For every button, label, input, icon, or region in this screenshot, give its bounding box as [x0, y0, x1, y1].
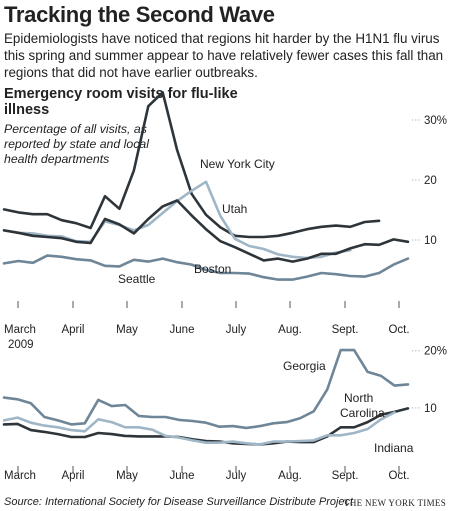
x-tick-label-1-4: July: [226, 470, 247, 482]
y-tick-label-1-0: 10: [424, 403, 437, 415]
x-tick-label-1-2: May: [116, 470, 138, 482]
x-tick-label-1-1: April: [61, 470, 84, 482]
x-tick-label-1-7: Oct.: [388, 470, 409, 482]
series-label-utah: Utah: [222, 202, 247, 216]
x-tick-label-0-0: March: [4, 324, 36, 336]
x-tick-label-0-7: Oct.: [388, 324, 409, 336]
series-label-georgia: Georgia: [283, 359, 326, 373]
series-line-indiana: [2, 411, 396, 446]
x-tick-label-0-4: July: [226, 324, 247, 336]
series-label-new-york-city: New York City: [200, 157, 275, 171]
series-line-georgia: [2, 348, 410, 430]
source-note: Source: International Society for Diseas…: [4, 496, 354, 508]
y-tick-label-0-0: 10: [424, 235, 437, 247]
y-tick-label-1-1: 20%: [424, 346, 447, 358]
x-tick-label-0-6: Sept.: [332, 324, 359, 336]
dek: Epidemiologists have noticed that region…: [4, 31, 444, 80]
x-tick-label-0-5: Aug.: [278, 324, 302, 336]
headline: Tracking the Second Wave: [4, 2, 275, 27]
series-line-utah: [2, 180, 352, 260]
series-line-seattle: [2, 254, 410, 281]
series-line-north-carolina: [2, 407, 410, 446]
x-tick-label-1-5: Aug.: [278, 470, 302, 482]
x-tick-label-1-6: Sept.: [332, 470, 359, 482]
series-label-north-carolina: North Carolina: [340, 391, 385, 420]
x-year-label-0: 2009: [8, 339, 34, 351]
series-line-boston: [2, 199, 410, 263]
series-label-boston: Boston: [194, 262, 231, 276]
y-tick-label-0-1: 20: [424, 175, 437, 187]
y-tick-label-0-2: 30%: [424, 115, 447, 127]
x-tick-label-0-1: April: [61, 324, 84, 336]
x-tick-label-0-2: May: [116, 324, 138, 336]
series-line-new-york-city: [2, 91, 381, 239]
series-label-indiana: Indiana: [374, 441, 414, 455]
x-tick-label-0-3: June: [170, 324, 195, 336]
chart-subtitle: Percentage of all visits, as reported by…: [4, 122, 149, 166]
series-label-seattle: Seattle: [118, 272, 156, 286]
x-tick-label-1-0: March: [4, 470, 36, 482]
chart-title: Emergency room visits for flu-like illne…: [4, 86, 238, 118]
credit-logo: THE NEW YORK TIMES: [344, 498, 446, 508]
x-tick-label-1-3: June: [170, 470, 195, 482]
